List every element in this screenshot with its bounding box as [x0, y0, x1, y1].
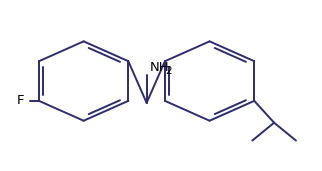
Text: 2: 2	[166, 66, 172, 76]
Text: NH: NH	[150, 61, 169, 74]
Text: F: F	[17, 94, 24, 107]
